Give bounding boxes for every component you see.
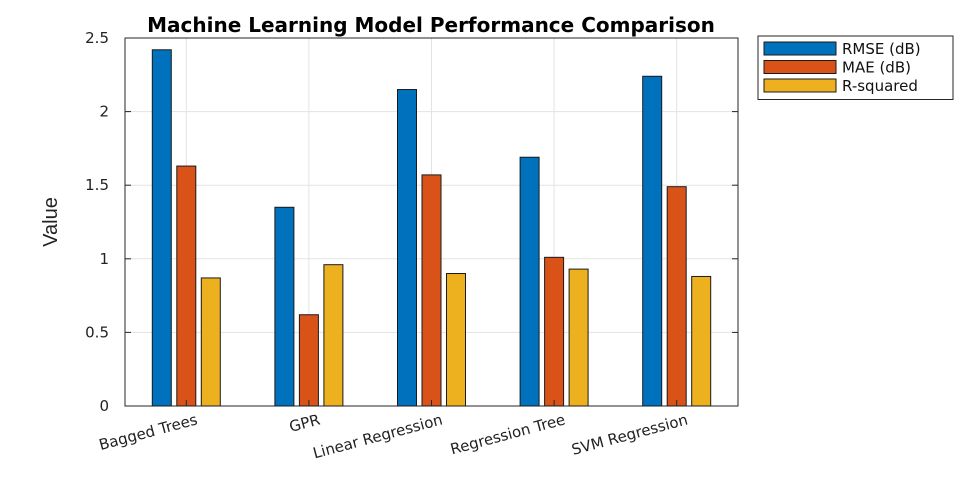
- bar-r-squared-gpr: [323, 264, 344, 407]
- bar-rmse-db-svm-regression: [642, 75, 663, 407]
- bar-rmse-db-linear-regression: [397, 89, 417, 407]
- legend-swatch: [763, 60, 837, 74]
- x-tick-label: Linear Regression: [311, 410, 445, 462]
- y-tick-label: 2.5: [85, 29, 109, 47]
- legend-entry: MAE (dB): [842, 59, 911, 77]
- legend-entry: R-squared: [842, 77, 918, 95]
- y-tick-label: 0: [99, 397, 109, 415]
- bar-rmse-db-bagged-trees: [151, 49, 172, 407]
- y-tick-label: 1.5: [85, 176, 109, 194]
- legend-entry: RMSE (dB): [842, 40, 921, 58]
- x-tick-label: GPR: [287, 410, 322, 435]
- bar-mae-db-regression-tree: [544, 256, 565, 407]
- bar-mae-db-gpr: [298, 314, 319, 407]
- bar-r-squared-bagged-trees: [200, 277, 221, 407]
- y-tick-label: 0.5: [85, 323, 109, 341]
- bar-rmse-db-regression-tree: [519, 156, 540, 407]
- x-tick-label: SVM Regression: [570, 410, 690, 458]
- legend-swatch: [763, 41, 837, 56]
- legend-swatch: [763, 78, 837, 93]
- x-tick-label: Regression Tree: [448, 410, 567, 458]
- bars-layer: [151, 49, 712, 407]
- x-tick-label: Bagged Trees: [97, 410, 200, 454]
- bar-rmse-db-gpr: [274, 206, 295, 407]
- bar-mae-db-linear-regression: [421, 174, 442, 407]
- chart-title: Machine Learning Model Performance Compa…: [147, 13, 715, 37]
- bar-r-squared-linear-regression: [446, 273, 466, 407]
- y-axis-ticks: 0 0.5 1 1.5 2 2.5: [85, 29, 738, 415]
- y-tick-label: 2: [99, 103, 109, 121]
- bar-mae-db-svm-regression: [666, 186, 687, 407]
- y-axis-label: Value: [40, 197, 62, 247]
- bar-r-squared-regression-tree: [568, 268, 589, 407]
- legend[interactable]: RMSE (dB)MAE (dB)R-squared: [757, 35, 954, 100]
- bar-mae-db-bagged-trees: [176, 165, 197, 407]
- bar-r-squared-svm-regression: [691, 275, 712, 407]
- y-tick-label: 1: [99, 250, 109, 268]
